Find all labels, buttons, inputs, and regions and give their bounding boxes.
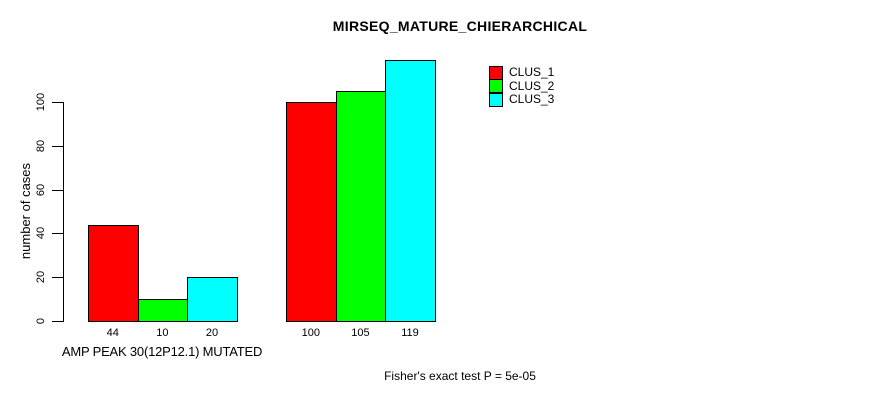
- legend-swatch-clus_2: [489, 79, 503, 93]
- x-category-label: AMP PEAK 30(12P12.1) MUTATED: [61, 344, 263, 359]
- fisher-annotation: Fisher's exact test P = 5e-05: [384, 369, 536, 383]
- legend-swatch-clus_3: [489, 92, 503, 107]
- y-tick: [52, 277, 63, 279]
- bar-clus_2-group2: [335, 91, 387, 322]
- y-axis-label: number of cases: [18, 162, 33, 260]
- chart-title: MIRSEQ_MATURE_CHIERARCHICAL: [332, 18, 588, 34]
- bar-value-label: 44: [106, 327, 119, 339]
- y-tick-label: 20: [35, 271, 47, 284]
- bar-clus_2-group1: [137, 299, 189, 322]
- legend: CLUS_1 CLUS_2 CLUS_3: [489, 65, 555, 107]
- y-tick: [52, 189, 63, 191]
- bar-value-label: 119: [401, 327, 419, 339]
- legend-item-clus_1: CLUS_1: [489, 65, 555, 80]
- legend-swatch-clus_1: [489, 65, 503, 80]
- bar-value-label: 105: [351, 327, 370, 339]
- legend-label: CLUS_1: [509, 65, 555, 79]
- legend-label: CLUS_3: [509, 92, 555, 106]
- y-axis-line: [63, 102, 64, 322]
- y-tick-label: 80: [35, 139, 47, 152]
- legend-label: CLUS_2: [509, 78, 555, 93]
- bar-clus_1-group1: [88, 224, 139, 322]
- y-tick-label: 0: [35, 317, 47, 325]
- bar-value-label: 10: [156, 327, 169, 339]
- y-tick-label: 60: [35, 183, 47, 196]
- bar-clus_3-group2: [385, 60, 436, 322]
- legend-item-clus_2: CLUS_2: [489, 78, 555, 93]
- y-tick: [52, 233, 63, 235]
- bar-clus_3-group1: [187, 277, 238, 322]
- y-tick: [52, 145, 63, 147]
- bar-clus_1-group2: [286, 102, 337, 322]
- bar-value-label: 20: [205, 327, 219, 339]
- y-tick-label: 40: [35, 227, 47, 240]
- legend-item-clus_3: CLUS_3: [489, 92, 555, 107]
- bar-value-label: 100: [301, 327, 320, 339]
- y-tick: [52, 102, 63, 103]
- y-tick-label: 100: [35, 92, 47, 112]
- y-tick: [52, 321, 63, 322]
